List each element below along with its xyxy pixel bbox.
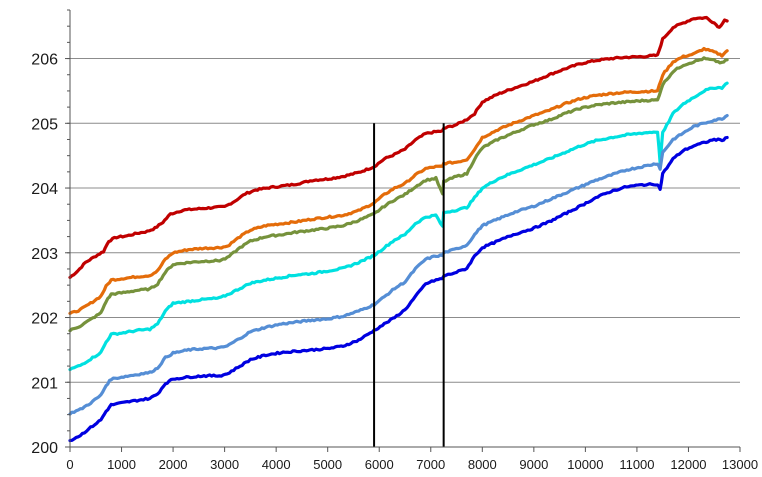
series-line-3 bbox=[68, 56, 729, 333]
vertical-markers bbox=[373, 123, 445, 447]
x-tick-label: 4000 bbox=[262, 457, 291, 472]
x-tick-label: 11000 bbox=[619, 457, 654, 472]
series-line-4 bbox=[68, 81, 729, 372]
x-tick-label: 3000 bbox=[210, 457, 239, 472]
series-line-5 bbox=[68, 113, 729, 416]
y-tick-label: 203 bbox=[31, 246, 58, 263]
x-tick-label: 9000 bbox=[519, 457, 548, 472]
y-axis-tick-labels: 200 201 202 203 204 205 206 bbox=[31, 52, 58, 457]
y-tick-label: 202 bbox=[31, 311, 58, 328]
x-tick-label: 7000 bbox=[416, 457, 445, 472]
x-tick-label: 8000 bbox=[468, 457, 497, 472]
series-line-6 bbox=[68, 135, 729, 443]
x-tick-label: 5000 bbox=[313, 457, 342, 472]
y-tick-label: 206 bbox=[31, 52, 58, 69]
series-line-2 bbox=[68, 46, 729, 315]
x-tick-label: 1000 bbox=[107, 457, 136, 472]
x-tick-label: 12000 bbox=[670, 457, 706, 472]
series-lines bbox=[68, 15, 729, 443]
axes bbox=[65, 9, 741, 452]
x-tick-label: 13000 bbox=[722, 457, 758, 472]
y-tick-label: 200 bbox=[31, 440, 58, 457]
gridlines bbox=[70, 58, 740, 383]
x-tick-label: 2000 bbox=[159, 457, 188, 472]
x-tick-label: 10000 bbox=[567, 457, 603, 472]
y-tick-label: 201 bbox=[31, 375, 58, 392]
x-tick-label: 0 bbox=[66, 457, 73, 472]
y-tick-label: 205 bbox=[31, 116, 58, 133]
series-line-1 bbox=[68, 15, 729, 279]
x-axis-tick-labels: 0 1000 2000 3000 4000 5000 6000 7000 8000 9000 100… bbox=[66, 457, 758, 472]
y-tick-label: 204 bbox=[31, 181, 58, 198]
x-tick-label: 6000 bbox=[365, 457, 394, 472]
